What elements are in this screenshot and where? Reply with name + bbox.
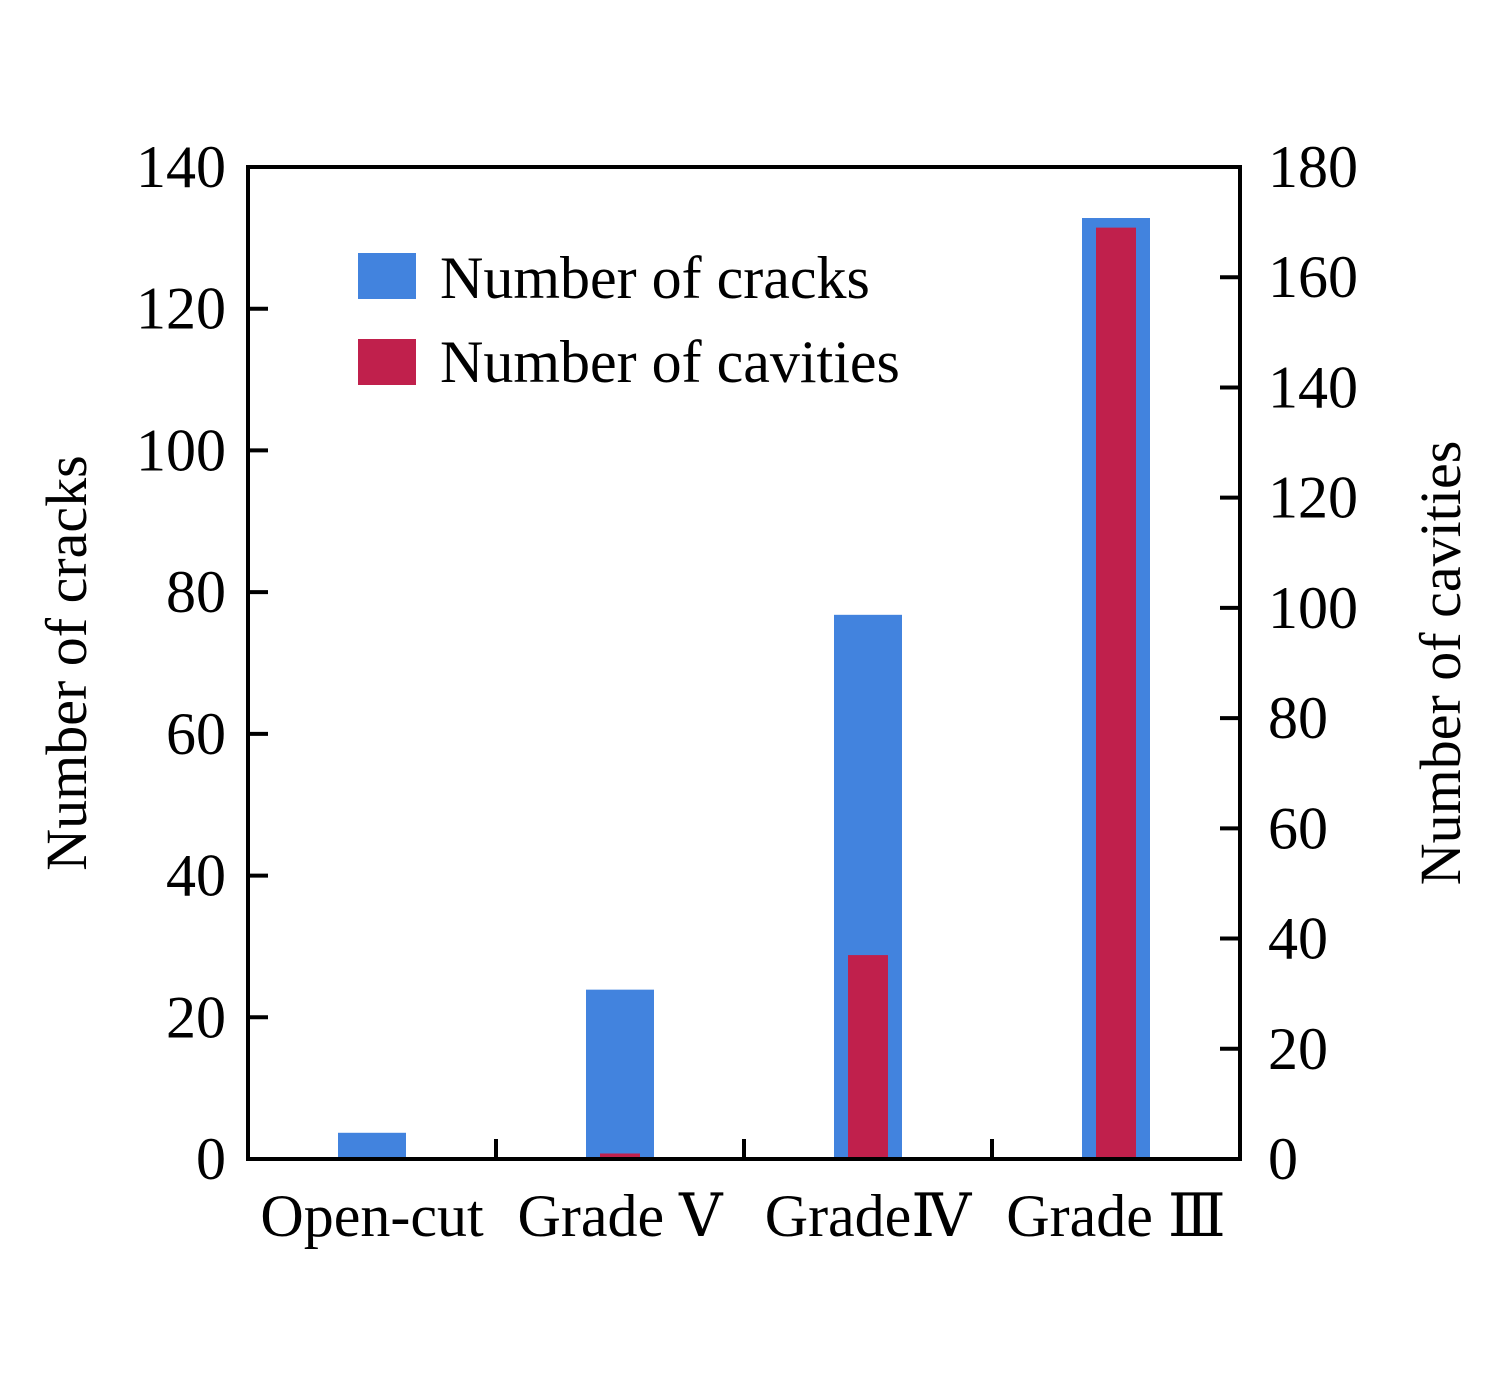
y-tick-label-left-2: 40 <box>166 843 226 909</box>
y-tick-label-left-0: 0 <box>196 1126 226 1192</box>
bar-cavities-3 <box>848 955 888 1159</box>
x-tick-label-2: Grade Ⅴ <box>518 1183 725 1249</box>
bars-group <box>338 218 1150 1160</box>
legend-label-cavities: Number of cavities <box>440 329 900 395</box>
y-tick-label-right-1: 20 <box>1268 1016 1328 1082</box>
x-tick-label-3: GradeⅣ <box>765 1183 973 1249</box>
legend-swatch-cracks <box>358 253 416 299</box>
y-tick-label-left-5: 100 <box>136 417 226 483</box>
y-tick-label-right-8: 160 <box>1268 244 1358 310</box>
legend: Number of cracks Number of cavities <box>358 245 900 395</box>
y-tick-label-right-5: 100 <box>1268 575 1358 641</box>
y-tick-label-left-3: 60 <box>166 701 226 767</box>
x-tick-label-4: Grade Ⅲ <box>1006 1183 1225 1249</box>
axis-ticks <box>248 165 1240 1161</box>
y-axis-title-right: Number of cavities <box>1408 441 1473 886</box>
bar-cavities-2 <box>600 1153 640 1159</box>
y-tick-label-left-4: 80 <box>166 559 226 625</box>
y-tick-label-right-0: 0 <box>1268 1126 1298 1192</box>
y-tick-label-left-7: 140 <box>136 134 226 200</box>
bar-cracks-1 <box>338 1132 406 1159</box>
y-tick-label-right-9: 180 <box>1268 134 1358 200</box>
bar-cracks-2 <box>586 989 654 1159</box>
y-tick-label-left-6: 120 <box>136 276 226 342</box>
y-tick-label-right-4: 80 <box>1268 685 1328 751</box>
axis-tick-labels: 0 20 40 60 80 100 120 140 0 20 40 60 80 100 120 140 160 1… <box>136 134 1358 1249</box>
bar-cavities-4 <box>1096 227 1136 1160</box>
y-tick-label-right-2: 40 <box>1268 906 1328 972</box>
x-tick-label-1: Open-cut <box>260 1183 484 1249</box>
y-tick-label-right-6: 120 <box>1268 465 1358 531</box>
y-tick-label-left-1: 20 <box>166 984 226 1050</box>
y-tick-label-right-7: 140 <box>1268 354 1358 420</box>
y-tick-label-right-3: 60 <box>1268 795 1328 861</box>
legend-swatch-cavities <box>358 339 416 385</box>
y-axis-title-left: Number of cracks <box>34 455 99 871</box>
legend-label-cracks: Number of cracks <box>440 245 870 311</box>
